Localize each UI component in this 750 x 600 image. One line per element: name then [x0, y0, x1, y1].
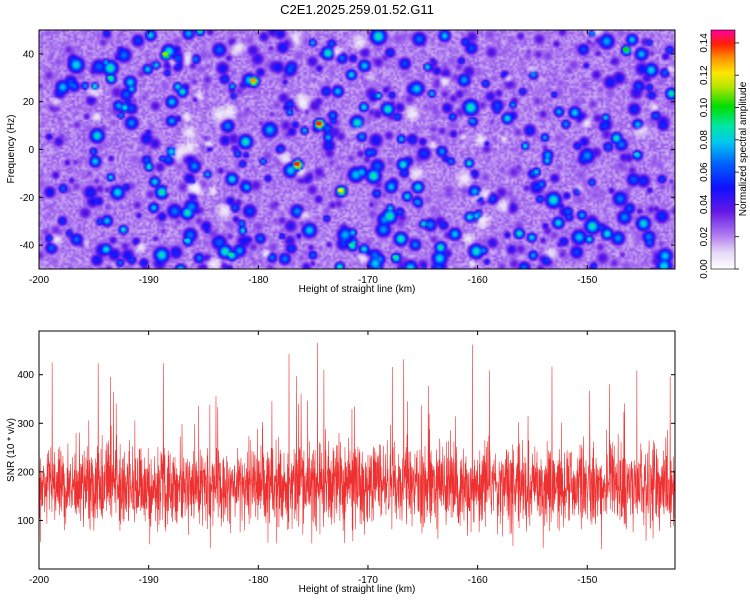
heatmap-peak	[622, 47, 629, 52]
heatmap-peak	[469, 118, 476, 123]
heatmap-peak	[414, 200, 421, 205]
snr-panel: -200 -190 -180 -170 -160 -150 100 200 300 400 He…	[6, 330, 676, 595]
heatmap-image	[39, 30, 675, 269]
heatmap-y-ticks: -40 -20 0 20 40	[20, 49, 675, 252]
x-tick-label: -160	[468, 275, 488, 286]
y-tick-label: 200	[17, 467, 34, 478]
colorbar-gradient	[710, 29, 736, 270]
heatmap-x-ticks: -200 -190 -180 -170 -160 -150	[29, 30, 598, 286]
heatmap-peak	[184, 238, 191, 243]
colorbar-tick-label: 0.06	[699, 162, 710, 182]
y-tick-label: -20	[20, 193, 35, 204]
y-tick-label: 40	[23, 49, 35, 60]
x-tick-label: -150	[577, 575, 597, 586]
y-tick-label: 300	[17, 419, 34, 430]
colorbar-tick-label: 0.04	[699, 194, 710, 214]
y-tick-label: 20	[23, 97, 35, 108]
y-tick-label: 0	[28, 145, 34, 156]
heatmap-peak	[249, 78, 256, 83]
colorbar-tick-label: 0.14	[699, 33, 710, 53]
x-tick-label: -160	[468, 575, 488, 586]
heatmap-peak	[337, 188, 344, 193]
snr-x-ticks: -200 -190 -180 -170 -160 -150	[29, 331, 598, 586]
y-tick-label: 100	[17, 516, 34, 527]
x-tick-label: -190	[139, 575, 159, 586]
x-tick-label: -180	[248, 575, 268, 586]
colorbar-tick-label: 0.00	[699, 259, 710, 279]
colorbar-tick-label: 0.02	[699, 227, 710, 247]
heatmap-peak	[315, 121, 322, 126]
heatmap-x-axis-label: Height of straight line (km)	[299, 284, 416, 295]
snr-y-ticks: 100 200 300 400	[17, 370, 675, 527]
chart-title: C2E1.2025.259.01.52.G11	[280, 2, 434, 17]
heatmap-peak	[348, 243, 355, 248]
y-tick-label: -40	[20, 241, 35, 252]
x-tick-label: -200	[29, 275, 49, 286]
colorbar-ticks: 0.00 0.02 0.04 0.06 0.08 0.10 0.12 0.14	[699, 33, 739, 279]
heatmap-peak	[392, 255, 399, 260]
colorbar-tick-label: 0.08	[699, 130, 710, 150]
colorbar: 0.00 0.02 0.04 0.06 0.08 0.10 0.12 0.14 Normali…	[699, 29, 749, 279]
snr-y-axis-label: SNR (10 * v/v)	[6, 418, 17, 482]
heatmap-peak	[107, 75, 114, 80]
heatmap-peak	[633, 152, 640, 157]
y-tick-label: 400	[17, 370, 34, 381]
snr-frame	[38, 330, 676, 570]
heatmap-y-axis-label: Frequency (Hz)	[6, 115, 17, 184]
heatmap-peak	[293, 161, 300, 166]
snr-series-line	[39, 342, 675, 549]
x-tick-label: -200	[29, 575, 49, 586]
x-tick-label: -170	[358, 575, 378, 586]
x-tick-label: -150	[577, 275, 597, 286]
x-tick-label: -180	[248, 275, 268, 286]
heatmap-peaks	[107, 47, 640, 260]
x-tick-label: -190	[139, 275, 159, 286]
colorbar-tick-label: 0.10	[699, 97, 710, 117]
x-tick-label: -170	[358, 275, 378, 286]
snr-x-axis-label: Height of straight line (km)	[299, 584, 416, 595]
colorbar-tick-label: 0.12	[699, 65, 710, 85]
colorbar-label: Normalized spectral amplitude	[738, 81, 749, 216]
heatmap-peak	[162, 51, 169, 56]
heatmap-peak	[227, 252, 234, 257]
